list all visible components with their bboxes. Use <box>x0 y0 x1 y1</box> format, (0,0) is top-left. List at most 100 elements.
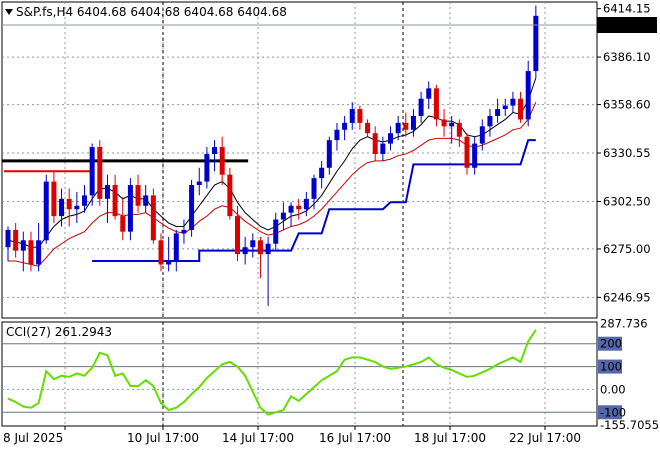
candle-body <box>28 240 34 265</box>
current-price-tag <box>597 17 657 34</box>
cci-line <box>7 329 537 416</box>
candle-body <box>303 198 309 210</box>
candle-body <box>166 261 172 265</box>
candle-body <box>296 205 302 210</box>
candle-body <box>66 198 72 210</box>
candle-body <box>426 88 432 99</box>
fast-ema-line <box>7 77 537 248</box>
candle-body <box>288 205 294 213</box>
candle-body <box>502 105 508 110</box>
candle-body <box>257 240 263 255</box>
candle-body <box>403 122 409 130</box>
candle-body <box>219 147 225 175</box>
time-axis-label: 10 Jul 17:00 <box>127 431 199 445</box>
candle-body <box>464 136 470 168</box>
cci-tick-label: 200 <box>600 337 622 351</box>
candle-body <box>135 185 141 206</box>
price-tick-label: 6330.55 <box>603 146 651 160</box>
current-price-value: 6404.68 <box>602 18 650 32</box>
candle-body <box>433 88 439 120</box>
candle-body <box>51 181 57 217</box>
candle-body <box>280 212 286 220</box>
candle-body <box>380 143 386 154</box>
candle-body <box>242 247 248 255</box>
price-tick-label: 6246.95 <box>603 290 651 304</box>
candle-body <box>265 243 271 255</box>
candle-body <box>13 229 19 251</box>
candle-body <box>189 185 195 230</box>
candle-body <box>104 185 110 199</box>
candle-body <box>311 178 317 199</box>
time-axis-label: 8 Jul 2025 <box>3 431 63 445</box>
candle-body <box>273 219 279 244</box>
candle-body <box>342 122 348 130</box>
candle-body <box>235 216 240 255</box>
candle-body <box>143 195 149 206</box>
candle-body <box>326 140 332 168</box>
candle-body <box>319 167 325 179</box>
candle-body <box>181 229 187 234</box>
time-axis-label: 18 Jul 17:00 <box>414 431 486 445</box>
candle-body <box>127 185 133 232</box>
candle-body <box>250 240 256 248</box>
time-axis-label: 22 Jul 17:00 <box>509 431 581 445</box>
cci-indicator-label: CCI(27) 261.2943 <box>6 325 112 339</box>
candle-body <box>212 147 218 154</box>
price-tick-label: 6302.50 <box>603 194 651 208</box>
candle-body <box>357 109 363 123</box>
candle-body <box>418 98 424 116</box>
time-axis-label: 16 Jul 17:00 <box>319 431 391 445</box>
cci-panel-frame <box>1 321 598 427</box>
slow-ema-line <box>8 101 537 267</box>
collapse-triangle-icon[interactable] <box>5 9 13 15</box>
candle-body <box>510 98 516 106</box>
cci-tick-label: -155.7055 <box>600 418 659 432</box>
candle-body <box>36 240 42 265</box>
candle-body <box>388 133 393 144</box>
candle-body <box>74 205 80 210</box>
cci-level-tag <box>598 359 622 374</box>
candle-body <box>518 98 524 120</box>
price-series <box>2 5 597 416</box>
price-tick-label: 6386.10 <box>603 50 651 64</box>
candle-body <box>479 126 485 144</box>
candle-body <box>120 216 126 232</box>
cci-tick-label: 0.00 <box>600 382 626 396</box>
candle-body <box>533 15 539 72</box>
cci-level-tag <box>598 336 622 351</box>
candle-body <box>97 147 103 199</box>
candle-body <box>204 153 210 182</box>
candle-body <box>158 240 164 265</box>
candle-body <box>334 129 340 141</box>
candle-body <box>441 119 447 127</box>
candle-body <box>112 185 118 217</box>
candle-body <box>472 143 478 168</box>
candle-body <box>150 195 156 241</box>
candle-body <box>5 229 11 248</box>
price-tick-label: 6414.15 <box>603 2 651 16</box>
candle-body <box>487 115 493 127</box>
time-axis-label: 14 Jul 17:00 <box>222 431 294 445</box>
price-tick-label: 6358.60 <box>603 98 651 112</box>
candle-body <box>525 71 531 120</box>
candle-body <box>395 122 401 134</box>
candle-body <box>495 109 501 116</box>
candle-body <box>449 122 455 127</box>
cci-level-tag <box>598 405 622 420</box>
candle-body <box>43 181 49 241</box>
symbol-info: S&P.fs,H4 6404.68 6404.68 6404.68 6404.6… <box>16 5 287 19</box>
axis-labels: 6414.15 6386.10 6358.60 6330.55 6302.50 6275.… <box>3 2 659 445</box>
candle-body <box>173 233 179 262</box>
candle-body <box>349 109 355 123</box>
candle-body <box>227 174 233 217</box>
candle-body <box>20 240 26 251</box>
cci-tick-label: 100 <box>600 360 622 374</box>
candle-body <box>410 115 416 130</box>
candle-body <box>372 133 378 154</box>
price-tick-label: 6275.00 <box>603 242 651 256</box>
cci-tick-label: -100 <box>600 405 626 419</box>
candle-body <box>89 147 95 196</box>
cci-tick-label: 287.736 <box>600 317 648 331</box>
candle-body <box>365 122 371 134</box>
